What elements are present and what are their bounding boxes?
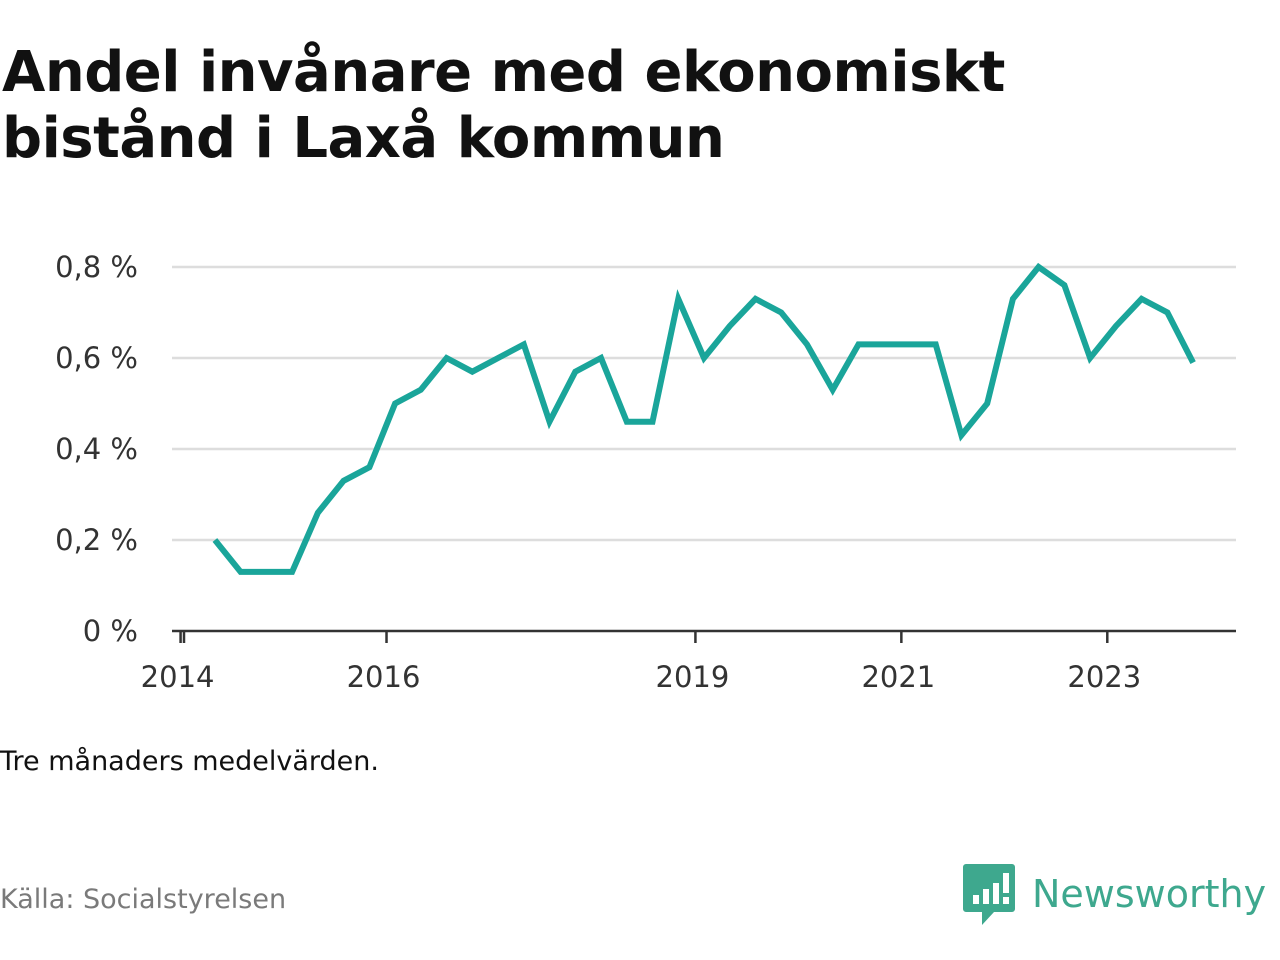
x-tick-label: 2019 (656, 660, 730, 694)
chart-title-line-2: bistånd i Laxå kommun (2, 106, 725, 171)
source-text: Källa: Socialstyrelsen (0, 884, 287, 915)
y-tick-label: 0,2 % (55, 523, 138, 557)
line-chart: 0 % 0,2 % 0,4 % 0,6 % 0,8 % 2014 2016 2019 2021… (55, 250, 1236, 694)
y-tick-label: 0,4 % (55, 432, 138, 466)
y-tick-label: 0 % (83, 614, 138, 648)
chart-title: Andel invånare med ekonomiskt bistånd i … (2, 40, 1262, 172)
chart-note: Tre månaders medelvärden. (0, 746, 379, 777)
brand-name: Newsworthy (1032, 872, 1267, 916)
y-tick-label: 0,8 % (55, 250, 138, 284)
y-tick-label: 0,6 % (55, 341, 138, 375)
x-axis (172, 629, 1236, 643)
chart-title-line-1: Andel invånare med ekonomiskt (2, 40, 1005, 105)
x-tick-label: 2016 (347, 660, 421, 694)
series-layer (212, 262, 1196, 575)
x-tick-label: 2023 (1067, 660, 1141, 694)
x-axis-labels: 2014 2016 2019 2021 2023 (141, 660, 1142, 694)
x-tick-label: 2014 (141, 660, 215, 694)
series-line (212, 262, 1196, 575)
y-axis-labels: 0 % 0,2 % 0,4 % 0,6 % 0,8 % (55, 250, 138, 648)
brand-logo: Newsworthy (962, 862, 1266, 926)
x-tick-label: 2021 (861, 660, 935, 694)
newsworthy-logo-icon (963, 864, 1015, 925)
